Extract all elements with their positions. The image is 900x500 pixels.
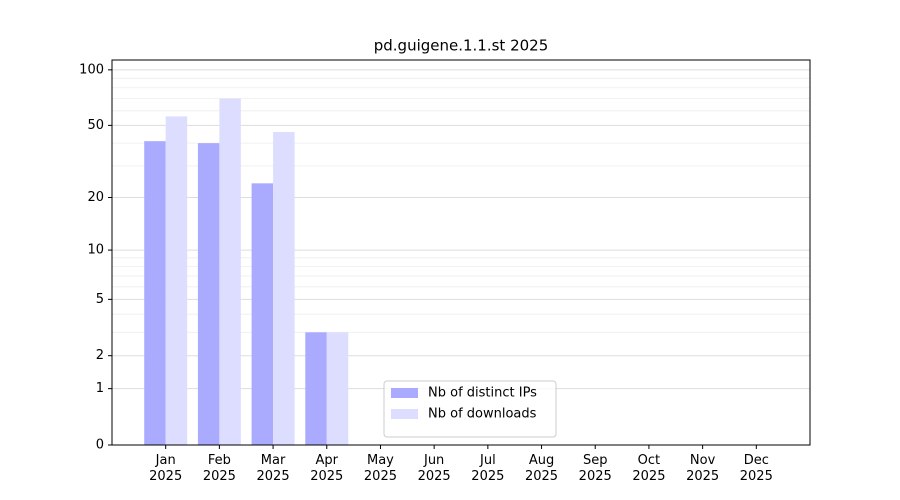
bar: [273, 132, 295, 445]
y-tick-label: 2: [96, 348, 104, 363]
y-tick-label: 0: [96, 438, 104, 453]
legend-swatch: [391, 388, 418, 398]
x-tick-label: Jan 2025: [149, 453, 183, 484]
x-tick-label: Jul 2025: [471, 453, 505, 484]
y-tick-label: 50: [87, 118, 104, 133]
bar: [165, 116, 188, 445]
bar: [144, 141, 166, 445]
x-tick-label: Mar 2025: [256, 453, 290, 484]
bar: [251, 183, 274, 445]
y-tick-label: 100: [79, 62, 104, 77]
y-tick-label: 5: [96, 292, 104, 307]
x-tick-label: Nov 2025: [686, 453, 720, 484]
bar: [197, 143, 220, 445]
y-tick-label: 1: [96, 381, 104, 396]
legend-swatch: [391, 409, 418, 419]
x-tick-label: Jun 2025: [417, 453, 451, 484]
x-tick-label: Apr 2025: [310, 453, 344, 484]
legend-label: Nb of downloads: [428, 407, 537, 422]
x-tick-label: Dec 2025: [739, 453, 773, 484]
chart-title: pd.guigene.1.1.st 2025: [374, 37, 549, 55]
x-tick-label: Sep 2025: [578, 453, 612, 484]
bar: [326, 332, 349, 445]
bar: [219, 98, 241, 446]
x-tick-label: Oct 2025: [632, 453, 666, 484]
legend-label: Nb of distinct IPs: [428, 386, 537, 401]
bar: [305, 332, 327, 445]
y-tick-label: 20: [87, 190, 104, 205]
y-tick-label: 10: [87, 243, 104, 258]
x-tick-label: Aug 2025: [524, 453, 559, 484]
x-tick-label: Feb 2025: [202, 453, 236, 484]
plot-frame: [111, 59, 811, 446]
legend-box: [383, 380, 557, 438]
x-tick-label: May 2025: [363, 453, 397, 484]
